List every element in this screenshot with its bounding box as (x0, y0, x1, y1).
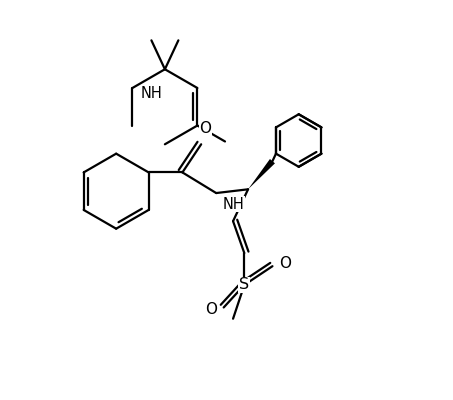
Text: O: O (200, 121, 212, 136)
Text: NH: NH (223, 196, 245, 212)
Text: O: O (279, 256, 291, 272)
Text: S: S (239, 278, 250, 292)
Text: O: O (205, 302, 217, 317)
Text: NH: NH (140, 86, 162, 101)
Polygon shape (248, 159, 275, 189)
